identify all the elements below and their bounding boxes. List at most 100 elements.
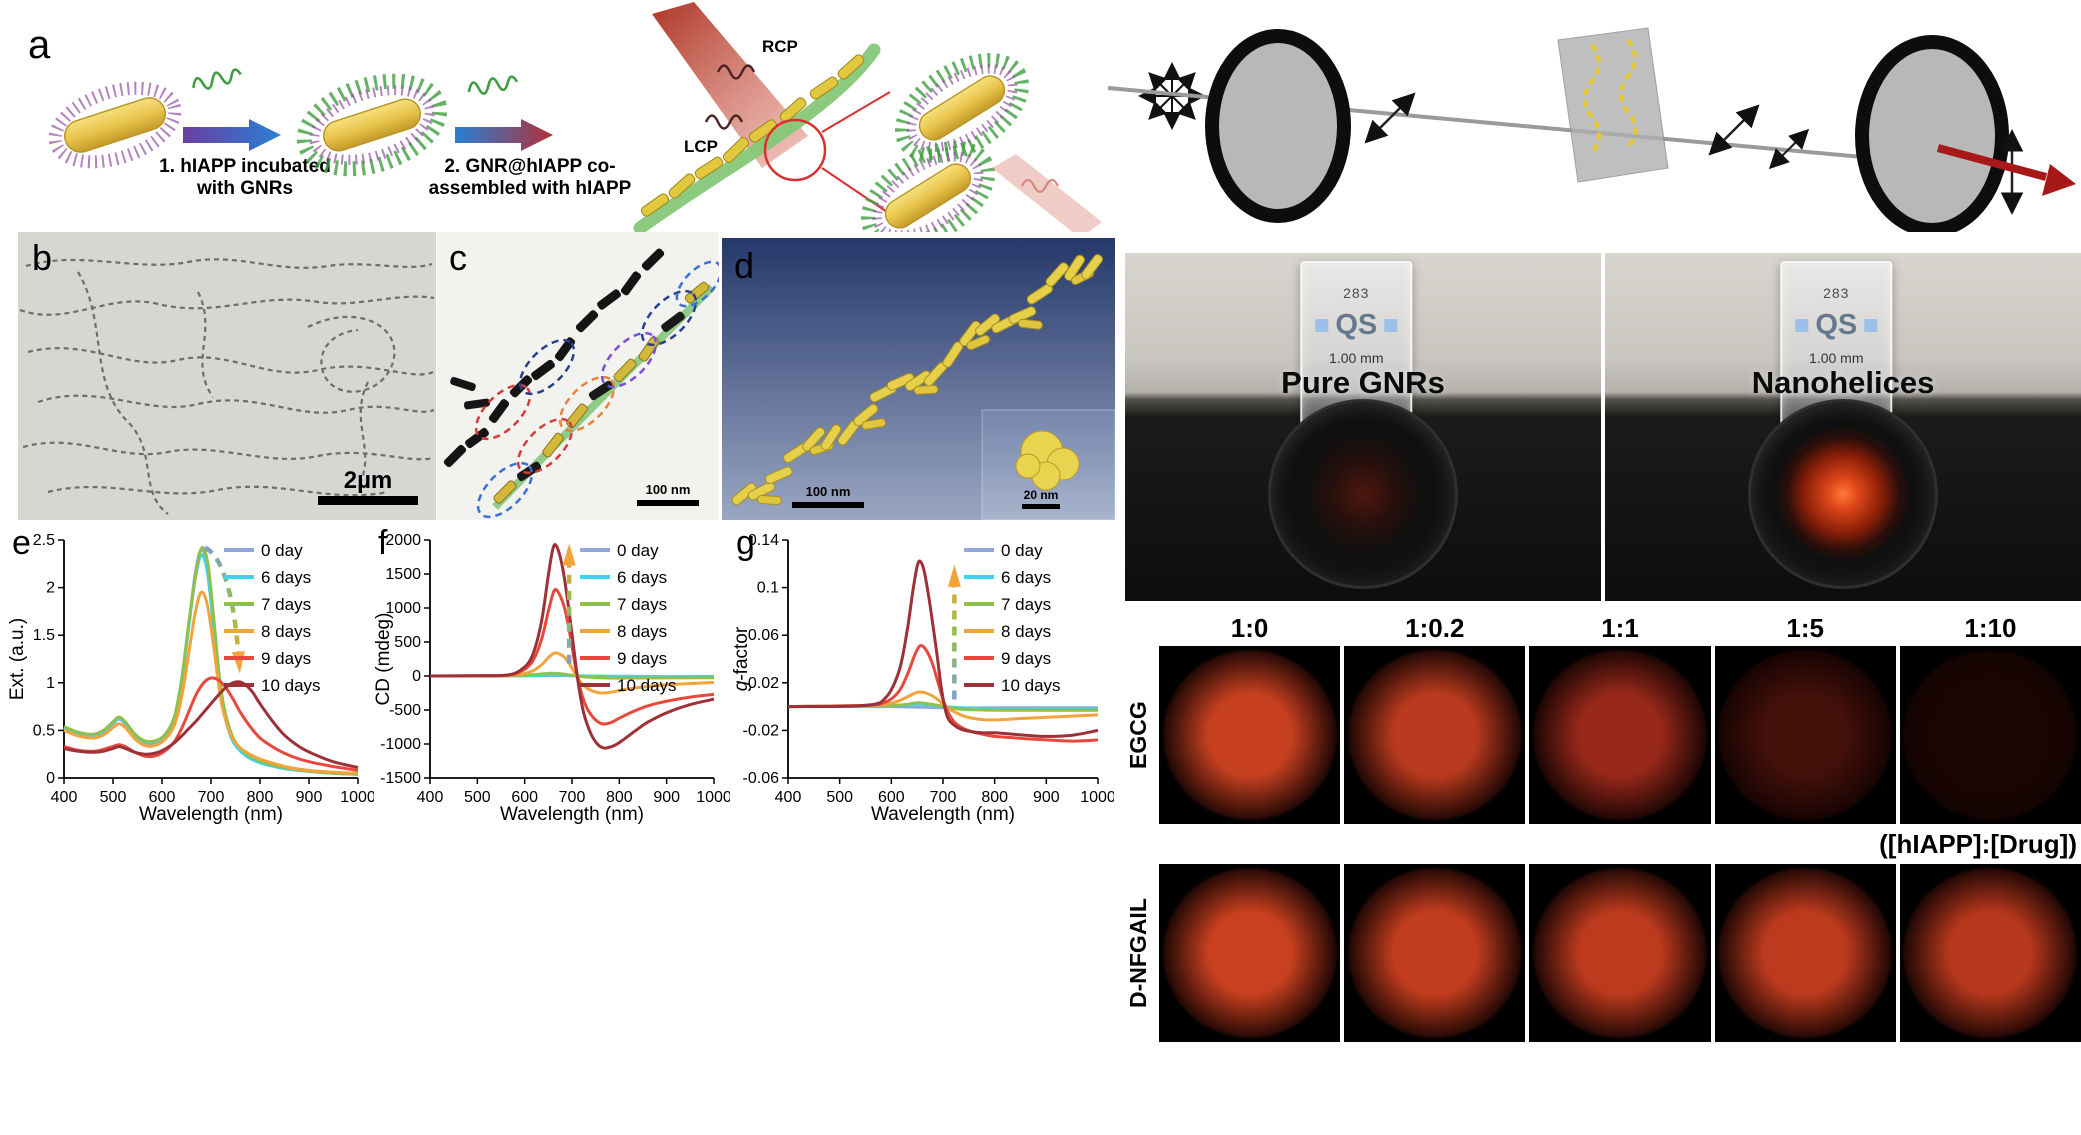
polarization-arrow bbox=[1768, 128, 1810, 170]
svg-text:1.5: 1.5 bbox=[33, 627, 55, 644]
cuvette-brand: QS bbox=[1795, 309, 1878, 342]
fluorescence-blob bbox=[1903, 867, 2078, 1039]
svg-text:1000: 1000 bbox=[385, 600, 421, 617]
tem-background bbox=[18, 232, 436, 520]
fluorescence-blob bbox=[1347, 867, 1522, 1039]
trend-arrowhead bbox=[231, 651, 245, 674]
svg-text:-1500: -1500 bbox=[380, 770, 421, 787]
legend-label: 0 day bbox=[261, 541, 303, 560]
qs-blue-square bbox=[1795, 319, 1809, 332]
chart-g-svg: 400 500 600 700 800 900 1000 -0.06 -0.02 0.02 0.06… bbox=[731, 532, 1116, 825]
zoomed-gnr-pair bbox=[851, 41, 1038, 232]
chart-f-svg: 400 500 600 700 800 900 1000 -1500 -1000 -500 0 500… bbox=[373, 532, 732, 825]
weak-cp-helix-icon bbox=[1021, 178, 1059, 194]
fluorescence-blob bbox=[1162, 649, 1337, 821]
panel-label-e: e bbox=[12, 524, 31, 562]
cuvette-photos: 283 QS 1.00 mm Pure GNRs 283 QS 1.00 mm … bbox=[1125, 253, 2081, 601]
legend-label: 10 days bbox=[261, 676, 321, 695]
fibril-chains bbox=[19, 258, 435, 515]
legend-label: 6 days bbox=[261, 568, 311, 587]
chart-cd-canvas: 400 500 600 700 800 900 1000 -1500 -1000 -500 0 500… bbox=[373, 528, 732, 828]
fluorescence-cell bbox=[1714, 864, 1896, 1042]
legend-label: 10 days bbox=[1001, 676, 1061, 695]
hiapp-monomer-icon bbox=[190, 67, 244, 93]
fluorescence-cell bbox=[1159, 646, 1341, 824]
ratio-header: 1:1 bbox=[1601, 613, 1639, 643]
panel-label-g: g bbox=[736, 524, 755, 562]
fluorescence-cell bbox=[1714, 646, 1896, 824]
series-10-days bbox=[429, 543, 715, 750]
linear-polarization-arrow bbox=[1364, 92, 1416, 144]
polarization-arrow bbox=[1708, 104, 1760, 156]
fluorescence-cell bbox=[1899, 646, 2081, 824]
zoom-line-top bbox=[821, 91, 891, 133]
x-axis-title: Wavelength (nm) bbox=[139, 804, 283, 825]
cuvette-code: 283 bbox=[1823, 285, 1850, 301]
svg-text:700: 700 bbox=[559, 789, 586, 806]
svg-text:500: 500 bbox=[100, 789, 127, 806]
ratio-header: 1:10 bbox=[1964, 613, 2017, 643]
fluorescence-blob bbox=[1718, 867, 1893, 1039]
x-axis-title: Wavelength (nm) bbox=[500, 804, 644, 825]
photo-label-pure-gnrs: Pure GNRs bbox=[1281, 365, 1445, 400]
svg-text:1000: 1000 bbox=[696, 789, 730, 806]
scale-bar-b-label: 2µm bbox=[344, 467, 393, 494]
svg-text:1: 1 bbox=[46, 675, 55, 692]
sample-porthole bbox=[1268, 399, 1458, 589]
trend-arrow bbox=[203, 545, 242, 668]
lcp-label: LCP bbox=[684, 137, 718, 156]
tem-background bbox=[437, 232, 719, 520]
legend-label: 10 days bbox=[617, 676, 677, 695]
series-9-days bbox=[63, 676, 359, 772]
svg-text:1500: 1500 bbox=[385, 566, 421, 583]
legend-label: 9 days bbox=[617, 649, 667, 668]
fluorescence-cell bbox=[1159, 864, 1341, 1042]
svg-text:800: 800 bbox=[606, 789, 633, 806]
strong-scattering-glow bbox=[1778, 429, 1908, 559]
transmitted-beam bbox=[992, 154, 1102, 238]
svg-text:0.02: 0.02 bbox=[748, 675, 779, 692]
y-axis-title: g-factor bbox=[732, 626, 752, 691]
svg-text:900: 900 bbox=[296, 789, 323, 806]
svg-text:-1000: -1000 bbox=[380, 736, 421, 753]
scale-bar-b bbox=[318, 496, 418, 505]
panel-label-c: c bbox=[449, 237, 467, 278]
svg-text:500: 500 bbox=[394, 634, 421, 651]
cuvette-code: 283 bbox=[1343, 285, 1370, 301]
ratio-header: 1:0.2 bbox=[1405, 613, 1465, 643]
series-8-days bbox=[63, 590, 359, 775]
photo-label-nanohelices: Nanohelices bbox=[1751, 365, 1935, 400]
scale-bar-d-label: 100 nm bbox=[806, 484, 851, 499]
chart-extinction: e 400 500 600 700 800 900 1000 0 0.5 1 1.5 2 2.5 Wave… bbox=[7, 524, 376, 828]
svg-text:0.5: 0.5 bbox=[33, 722, 55, 739]
ratio-header: 1:5 bbox=[1786, 613, 1824, 643]
row-label-dnfgail: D-NFGAIL bbox=[1125, 898, 1151, 1008]
series-8-days bbox=[429, 651, 715, 695]
fluorescence-cell bbox=[1529, 646, 1711, 824]
scale-bar-d-inset bbox=[1022, 504, 1060, 509]
svg-text:2000: 2000 bbox=[385, 532, 421, 549]
svg-text:600: 600 bbox=[878, 789, 905, 806]
svg-text:-0.06: -0.06 bbox=[743, 770, 780, 787]
photo-pure-gnrs: 283 QS 1.00 mm Pure GNRs bbox=[1125, 253, 1601, 601]
legend-label: 8 days bbox=[261, 622, 311, 641]
process-arrow-2 bbox=[455, 119, 553, 151]
svg-text:800: 800 bbox=[247, 789, 274, 806]
step1-text-line2: with GNRs bbox=[196, 178, 293, 199]
chart-extinction-canvas: 400 500 600 700 800 900 1000 0 0.5 1 1.5 2 2.5 Wavele… bbox=[7, 528, 376, 828]
svg-text:500: 500 bbox=[464, 789, 491, 806]
x-axis-title: Wavelength (nm) bbox=[871, 804, 1015, 825]
svg-text:900: 900 bbox=[1033, 789, 1060, 806]
svg-text:-0.02: -0.02 bbox=[743, 722, 780, 739]
cuvette-brand-text: QS bbox=[1815, 309, 1858, 341]
panel-label-b: b bbox=[32, 237, 52, 278]
legend-label: 9 days bbox=[1001, 649, 1051, 668]
drug-screen-grid: 1:0 1:0.2 1:1 1:5 1:10 EGCG ([hIAPP]:[Dr… bbox=[1125, 612, 2081, 1052]
panel-label-a: a bbox=[28, 23, 51, 67]
series-10-days bbox=[787, 559, 1099, 738]
helical-gnr-chain bbox=[731, 254, 1103, 506]
svg-text:600: 600 bbox=[511, 789, 538, 806]
output-beam-arrowhead bbox=[2042, 164, 2076, 196]
step1-text-line1: 1. hIAPP incubated bbox=[159, 156, 331, 177]
legend-label: 7 days bbox=[1001, 595, 1051, 614]
